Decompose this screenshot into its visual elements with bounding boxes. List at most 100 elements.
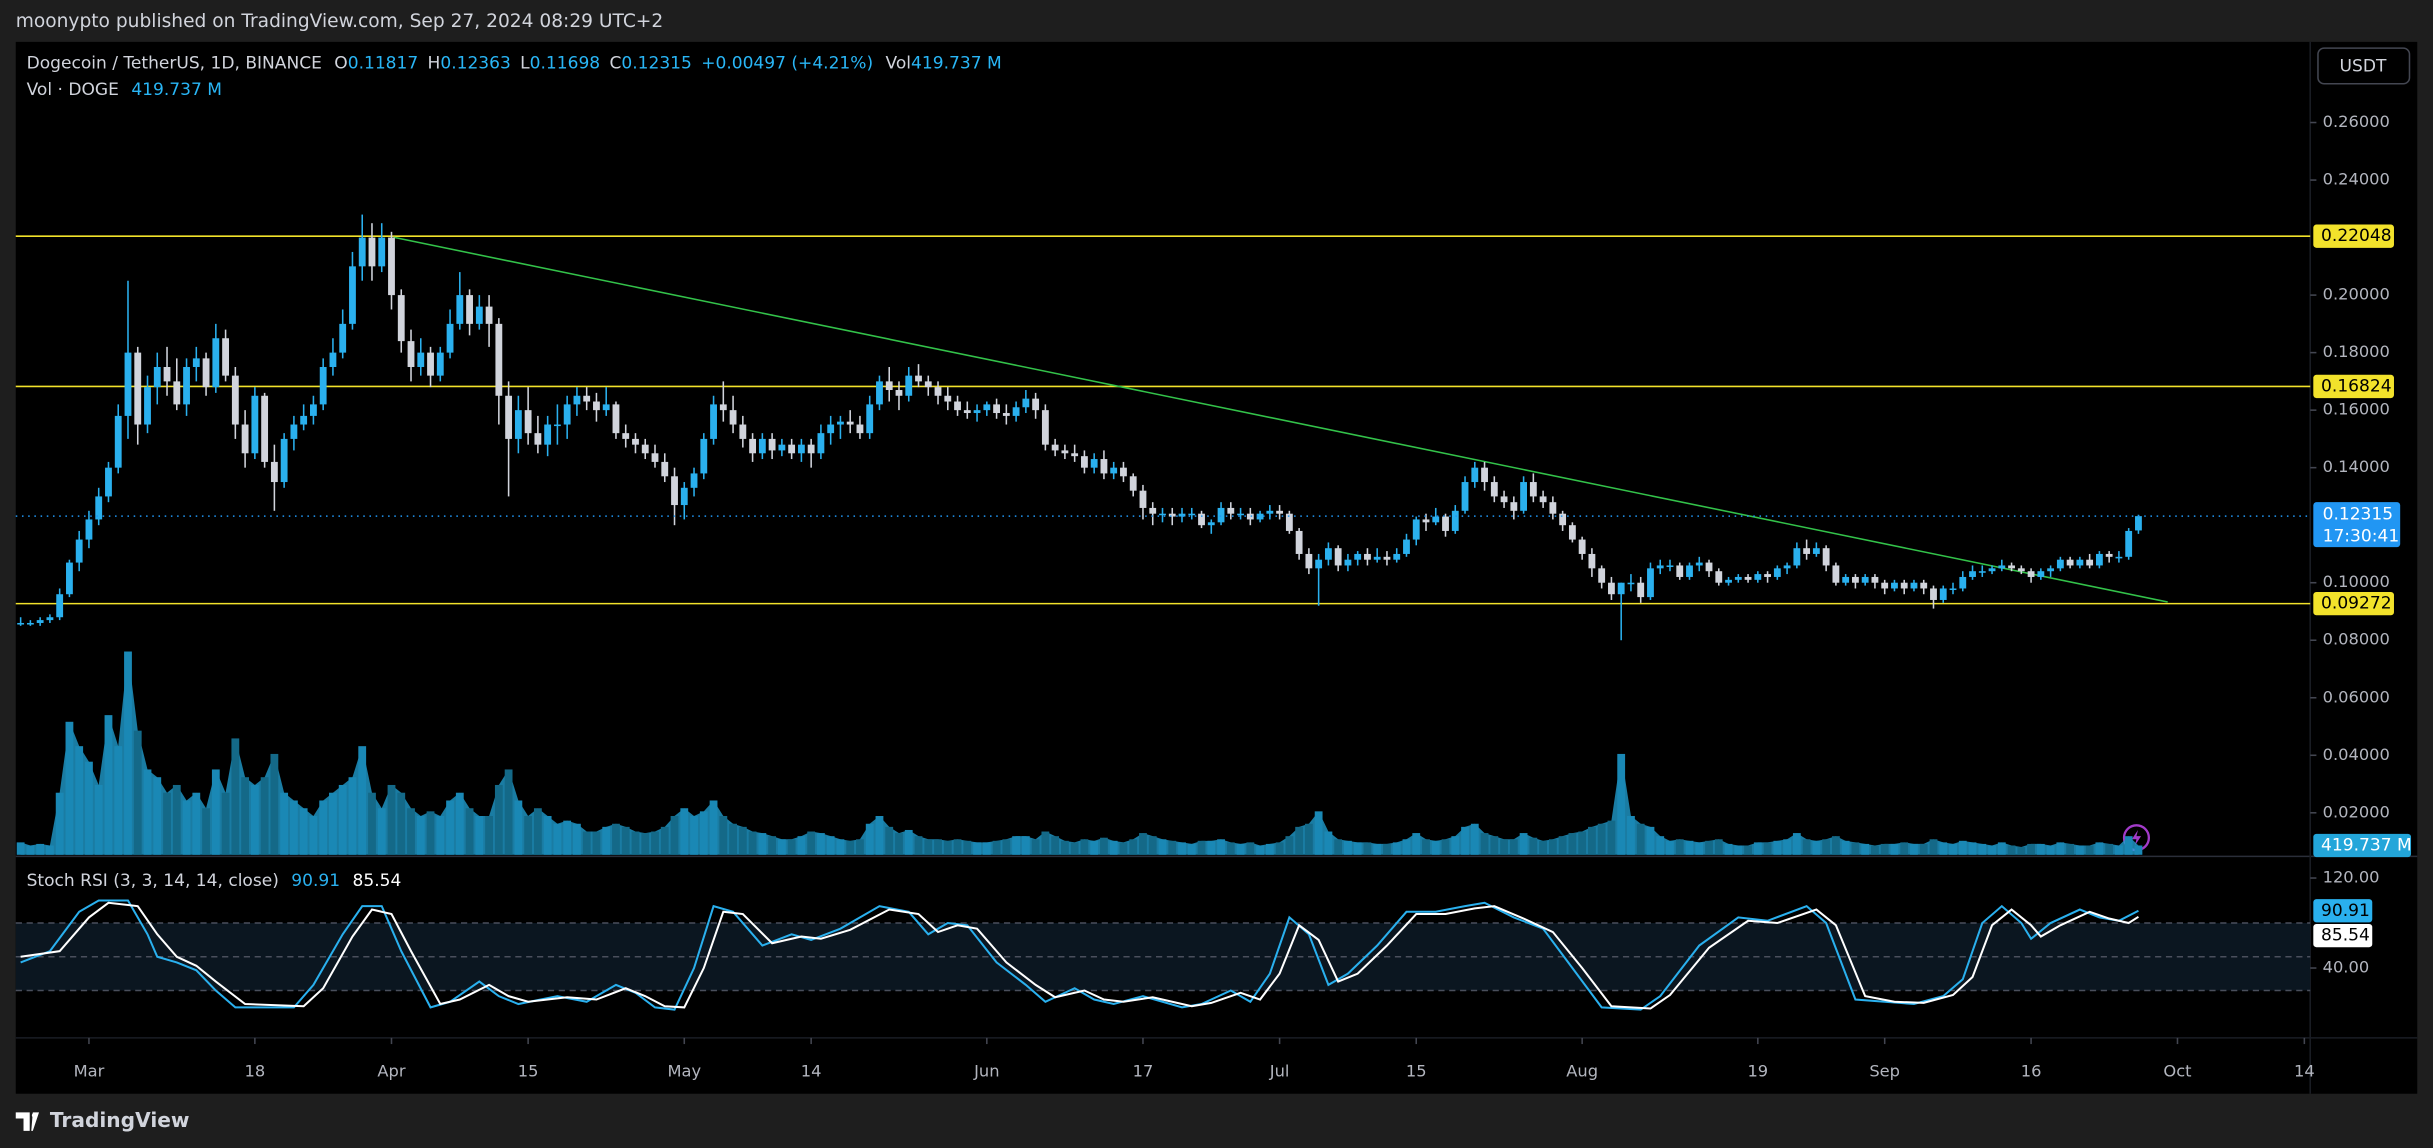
candle-body — [1832, 565, 1840, 583]
volume-bar — [924, 839, 933, 855]
volume-bar — [2075, 845, 2084, 855]
candle-body — [1168, 513, 1176, 517]
volume-bar — [2085, 845, 2094, 855]
volume-bar — [319, 800, 328, 855]
candle-body — [563, 404, 571, 425]
x-tick-label: 15 — [1406, 1061, 1427, 1080]
volume-bar — [1285, 836, 1294, 855]
volume-bar — [338, 784, 347, 855]
legend-key: C — [609, 54, 621, 74]
logo-dot — [31, 1112, 37, 1118]
candle-body — [1676, 565, 1684, 577]
candle-body — [2027, 571, 2035, 577]
candle-body — [241, 424, 249, 454]
alert-bolt[interactable] — [2131, 829, 2142, 846]
candle-body — [1451, 510, 1459, 531]
volume-bar — [358, 746, 367, 855]
candle-body — [251, 395, 259, 454]
candle-body — [1764, 574, 1771, 577]
candle-body — [1861, 576, 1869, 583]
candle-body — [1559, 513, 1567, 526]
candle-body — [993, 404, 1000, 414]
x-tick-label: May — [667, 1061, 701, 1080]
y-tick-label: 0.08000 — [2323, 630, 2390, 649]
candle-body — [26, 622, 34, 625]
candle-body — [1178, 513, 1186, 517]
candle-body — [1188, 513, 1196, 516]
volume-bar — [133, 730, 142, 855]
trendline — [393, 236, 2168, 603]
candle-body — [1149, 507, 1157, 514]
candle-body — [1324, 548, 1332, 560]
candle-body — [505, 395, 513, 439]
legend-value: 419.737 M — [131, 80, 222, 100]
candle-body — [817, 433, 825, 454]
volume-bar — [670, 816, 679, 855]
volume-bar — [651, 831, 659, 855]
candle-body — [75, 539, 83, 563]
candle-body — [622, 433, 630, 439]
stoch-band — [15, 923, 2311, 991]
x-tick-label: 19 — [1747, 1061, 1768, 1080]
candle-body — [1403, 539, 1410, 554]
volume-bar — [1158, 839, 1167, 855]
volume-bar — [865, 823, 874, 855]
volume-bar — [943, 840, 952, 855]
candle-body — [46, 617, 54, 621]
volume-bar — [299, 808, 308, 855]
candle-body — [1578, 539, 1586, 554]
candle-body — [124, 352, 132, 416]
y-tick-label: 0.20000 — [2323, 285, 2390, 304]
volume-bar — [1910, 843, 1918, 855]
legend-key: L — [520, 54, 530, 74]
candle-body — [797, 444, 805, 454]
candle-body — [807, 444, 815, 454]
candle-body — [1383, 556, 1391, 560]
volume-bar — [690, 816, 698, 855]
volume-bar — [231, 738, 240, 855]
currency-label[interactable]: USDT — [2340, 57, 2387, 77]
volume-bar — [124, 651, 132, 855]
candle-body — [876, 381, 883, 405]
candle-body — [485, 306, 493, 324]
candle-body — [1627, 582, 1635, 585]
candle-body — [358, 237, 366, 267]
candle-body — [222, 338, 229, 376]
volume-bar — [182, 800, 191, 855]
candle-body — [36, 620, 44, 623]
volume-bar — [250, 784, 259, 855]
volume-bar — [1666, 840, 1674, 855]
candle-body — [300, 415, 308, 425]
candle-body — [1227, 507, 1235, 514]
volume-bar — [1939, 842, 1948, 855]
volume-bar — [192, 792, 201, 855]
candle-body — [436, 352, 444, 376]
volume-bar — [1851, 842, 1860, 855]
volume-bar — [1871, 845, 1879, 855]
candle-body — [1442, 516, 1449, 531]
volume-bar — [1461, 826, 1469, 855]
volume-bar — [1753, 842, 1762, 855]
candle-body — [573, 395, 581, 405]
stoch-value: 85.54 — [353, 871, 402, 891]
volume-bar — [719, 816, 728, 855]
volume-bar — [612, 823, 620, 855]
volume-bar — [1656, 836, 1665, 855]
candle-body — [407, 341, 415, 368]
volume-bar — [573, 823, 581, 855]
last-price-label: 0.12315 — [2323, 505, 2394, 525]
volume-bar — [104, 715, 113, 855]
candle-body — [934, 387, 942, 396]
volume-bar — [397, 792, 406, 855]
currency-button[interactable] — [2317, 47, 2411, 85]
volume-bar — [914, 836, 923, 855]
volume-bar — [1890, 843, 1899, 855]
candle-body — [1120, 467, 1127, 477]
candle-body — [1139, 490, 1147, 508]
volume-bar — [1627, 816, 1635, 855]
candle-body — [1637, 582, 1645, 598]
stoch-label: 90.91 — [2321, 901, 2370, 921]
volume-bar — [1275, 842, 1284, 855]
volume-bar — [221, 792, 230, 855]
candle-body — [183, 367, 190, 405]
